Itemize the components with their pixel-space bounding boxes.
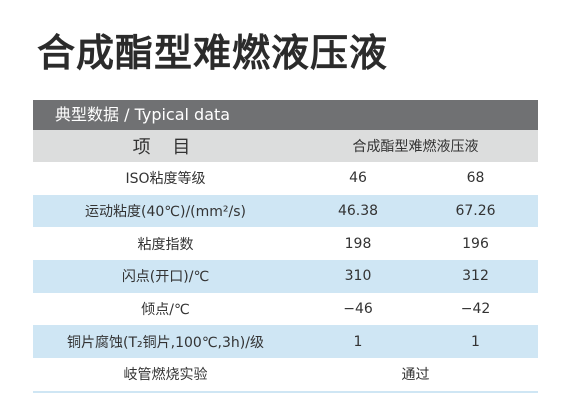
page-title: 合成酯型难燃液压液 [37, 31, 389, 75]
table-cell: 46.38 [337, 203, 379, 220]
table-row: 粘度指数 198 196 [33, 227, 538, 261]
table-cell: 46 [349, 170, 367, 187]
table-cell: ISO粘度等级 [125, 171, 206, 188]
table-cell: 312 [462, 268, 489, 285]
table-cell: 198 [344, 235, 372, 252]
table-cell: 运动粘度(40℃)/(mm²/s) [85, 204, 246, 221]
table-cell: 68 [466, 170, 485, 187]
table-cell: 闪点(开口)/℃ [121, 269, 210, 286]
section-header: 典型数据 / Typical data [33, 100, 538, 130]
table-cell: 1 [471, 333, 480, 350]
table-bottom-line [33, 391, 538, 393]
table-cell: −42 [460, 301, 491, 318]
table-cell: 196 [462, 235, 489, 252]
table-cell: 倾点/℃ [141, 302, 190, 319]
table-cell: 310 [344, 268, 372, 285]
table-cell: 岐管燃烧实验 [123, 367, 208, 384]
table-row: 岐管燃烧实验 通过 [33, 358, 538, 391]
table-cell: −46 [343, 301, 373, 318]
table-cell: 通过 [401, 367, 430, 384]
table-cell: 铜片腐蚀(T₂铜片,100℃,3h)/级 [67, 334, 264, 351]
table-row: 运动粘度(40℃)/(mm²/s) 46.38 67.26 [33, 194, 538, 228]
data-table: 项 目 合成酯型难燃液压液 ISO粘度等级 46 68 运动粘度(40℃)/(mm²/s)… [33, 130, 538, 391]
table-row: 闪点(开口)/℃ 310 312 [33, 260, 538, 293]
table-row: 铜片腐蚀(T₂铜片,100℃,3h)/级 1 1 [33, 325, 538, 359]
header-cell: 合成酯型难燃液压液 [352, 139, 479, 155]
header-cell: 项 目 [132, 137, 199, 158]
table-row: ISO粘度等级 46 68 [33, 162, 538, 195]
table-row: 倾点/℃ −46 −42 [33, 292, 538, 326]
table-cell: 1 [353, 333, 363, 350]
table-header-row: 项 目 合成酯型难燃液压液 [33, 130, 538, 162]
table-cell: 67.26 [455, 203, 496, 220]
table-cell: 粘度指数 [137, 236, 194, 253]
